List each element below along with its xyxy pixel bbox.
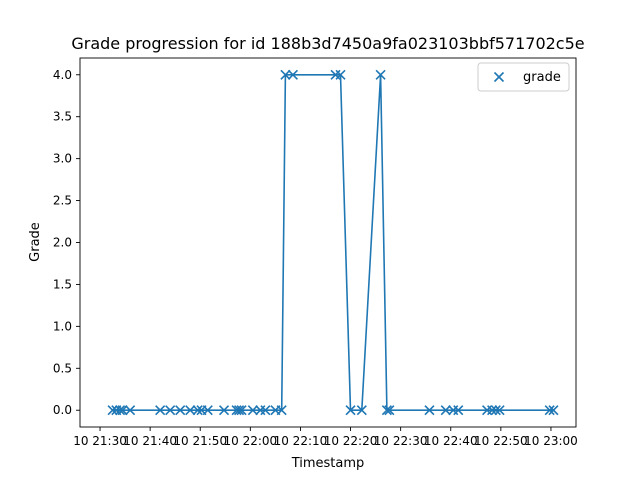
marker-stroke [424,405,435,416]
data-point-x-marker [276,405,287,416]
x-axis-label: Timestamp [291,456,365,471]
marker-stroke [175,405,186,416]
marker-stroke [260,405,271,416]
y-tick-label: 0.0 [53,403,72,417]
y-axis-label: Grade [28,222,43,262]
data-point-x-marker [494,405,505,416]
data-point-x-marker [384,405,395,416]
marker-stroke [192,405,203,416]
y-tick-label: 1.0 [53,319,72,333]
x-tick-label: 10 22:00 [224,434,278,448]
marker-stroke [356,405,367,416]
marker-stroke [544,405,555,416]
legend: grade [477,62,570,92]
data-point-x-marker [165,405,176,416]
marker-stroke [165,405,176,416]
data-point-x-marker [381,405,392,416]
marker-stroke [280,69,291,80]
marker-stroke [490,405,501,416]
data-point-x-marker [335,69,346,80]
grade-series-line [112,74,554,412]
data-point-x-marker [175,405,186,416]
data-point-x-marker [115,405,126,416]
marker-stroke [287,69,298,80]
marker-stroke [335,69,346,80]
data-point-x-marker [192,405,203,416]
data-point-x-marker [287,69,298,80]
marker-stroke [494,405,505,416]
y-tick-label: 3.0 [53,152,72,166]
x-tick-label: 10 22:50 [474,434,528,448]
y-tick-label: 0.5 [53,361,72,375]
data-point-x-marker [375,69,386,80]
x-tick-label: 10 22:10 [274,434,328,448]
x-tick-label: 10 23:00 [524,434,578,448]
y-tick-label: 3.5 [53,110,72,124]
marker-stroke [440,405,451,416]
marker-stroke [107,405,118,416]
marker-stroke [115,405,126,416]
marker-stroke [493,71,505,83]
data-point-x-marker [155,405,166,416]
data-point-x-marker [234,405,245,416]
marker-stroke [185,405,196,416]
data-point-x-marker [440,405,451,416]
data-point-x-marker [260,405,271,416]
chart-title: Grade progression for id 188b3d7450a9fa0… [71,34,584,53]
y-tick-label: 1.5 [53,277,72,291]
x-tick-label: 10 22:30 [374,434,428,448]
marker-stroke [117,405,128,416]
marker-stroke [247,405,258,416]
data-point-x-marker [424,405,435,416]
y-tick-label: 4.0 [53,68,72,82]
x-tick-label: 10 22:20 [324,434,378,448]
marker-stroke [375,69,386,80]
data-point-x-marker [490,405,501,416]
data-point-x-marker [218,405,230,416]
data-point-x-marker [453,405,464,416]
marker-stroke [234,405,245,416]
marker-stroke [202,405,213,416]
marker-stroke [548,405,559,416]
marker-stroke [381,405,392,416]
marker-stroke [384,405,395,416]
data-point-x-marker [247,405,258,416]
legend-marker-x-icon [493,71,505,83]
data-point-x-marker [280,69,291,80]
marker-stroke [155,405,166,416]
marker-stroke [236,405,247,416]
y-tick-label: 2.5 [53,194,72,208]
legend-box [477,62,570,92]
data-point-x-marker [107,405,118,416]
marker-stroke [345,405,356,416]
data-point-x-marker [236,405,247,416]
marker-stroke [487,405,498,416]
data-point-x-marker [125,405,136,416]
y-tick-label: 2.0 [53,236,72,250]
data-point-x-marker [548,405,559,416]
x-tick-label: 10 22:40 [424,434,478,448]
data-point-x-marker [345,405,356,416]
data-point-x-marker [117,405,128,416]
marker-stroke [276,405,287,416]
marker-stroke [125,405,136,416]
x-tick-label: 10 21:30 [73,434,127,448]
marker-stroke [453,405,464,416]
data-point-x-marker [202,405,213,416]
data-point-x-marker [487,405,498,416]
legend-label: grade [523,70,561,85]
data-point-x-marker [185,405,196,416]
marker-stroke [218,405,230,416]
x-tick-label: 10 21:50 [173,434,227,448]
data-point-x-marker [356,405,367,416]
data-point-x-marker [544,405,555,416]
x-tick-label: 10 21:40 [123,434,177,448]
